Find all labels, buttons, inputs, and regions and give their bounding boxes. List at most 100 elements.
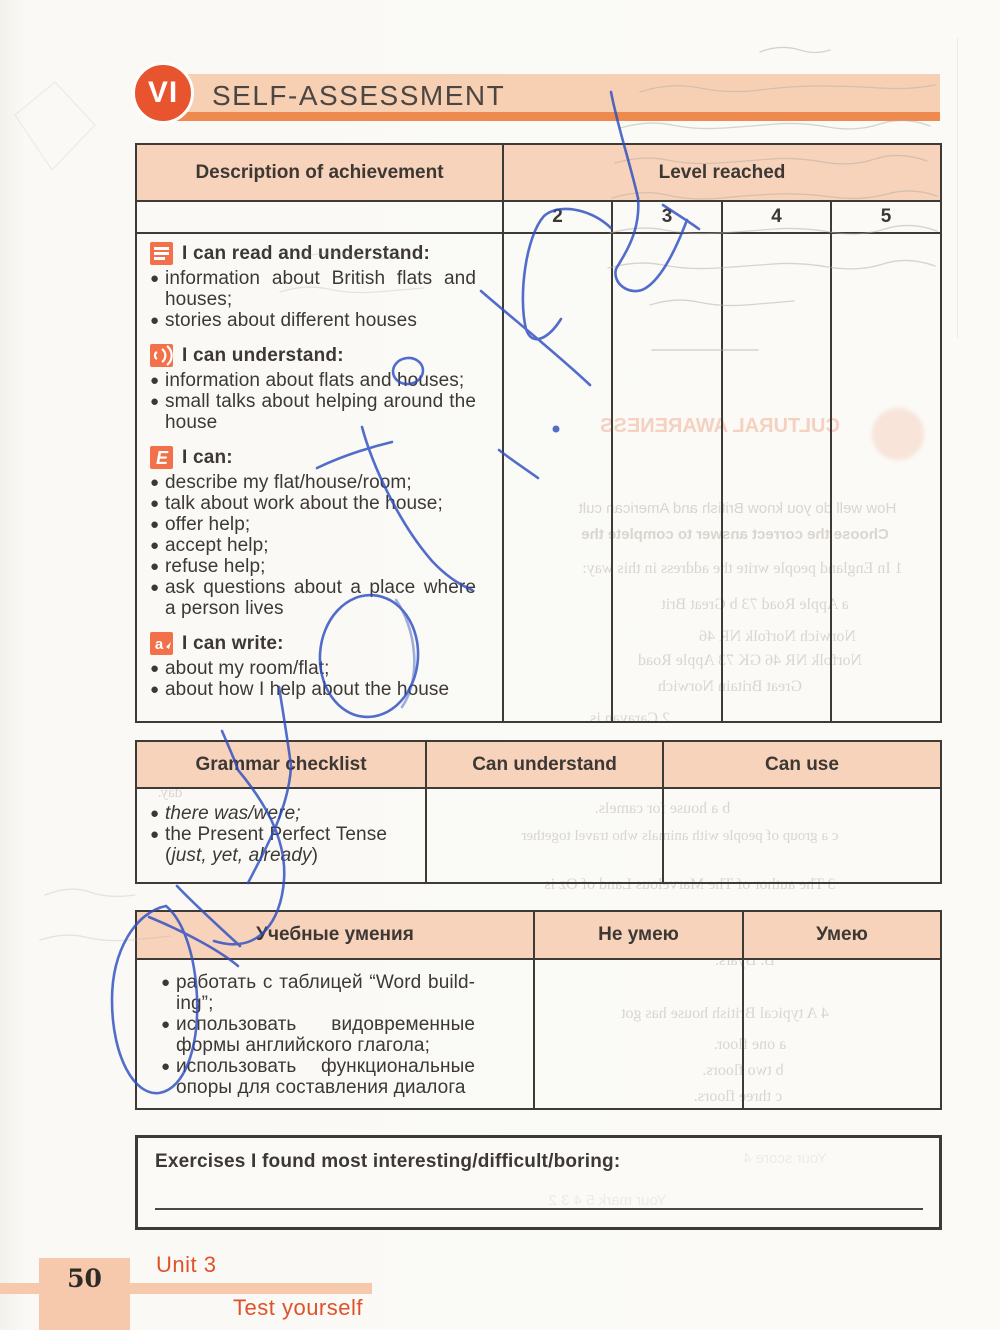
grammar-item: ● the Present Perfect Tense (just, yet, a… <box>150 824 387 866</box>
bullet-icon: ● <box>150 660 160 677</box>
can-do-header: Умею <box>742 910 942 960</box>
level-2-cell: 2 <box>502 200 613 234</box>
skill-section-heading: a I can write: <box>150 632 476 655</box>
study-skill-item-text: использовать функциональные опоры для со… <box>176 1056 475 1098</box>
can-do-blank-cell <box>742 958 942 1110</box>
can-use-blank-cell <box>662 787 942 884</box>
skill-section-heading: E I can: <box>150 446 476 469</box>
listen-icon <box>150 344 173 367</box>
bullet-icon: ● <box>150 537 160 554</box>
skill-item-text: about my room/flat; <box>165 658 330 679</box>
page-crease <box>957 38 958 338</box>
skill-section-heading: I can understand: <box>150 344 476 367</box>
skill-section: E I can: ● describe my flat/house/room; ● tal… <box>150 446 476 619</box>
level-4-blank-cell <box>721 232 832 723</box>
skill-item: ● accept help; <box>150 535 476 556</box>
skill-item-text: accept help; <box>165 535 269 556</box>
grammar-checklist-table: Grammar checklist Can understand Can use… <box>135 740 942 884</box>
write-icon: a <box>150 632 173 655</box>
skill-section: I can understand: ● information about flat… <box>150 344 476 433</box>
bullet-icon: ● <box>150 826 160 843</box>
test-yourself-label: Test yourself <box>233 1295 363 1320</box>
skill-item-text: offer help; <box>165 514 251 535</box>
study-skills-items-cell: ● работать с таблицей “Word build­ing”; ● и… <box>135 958 535 1110</box>
level-reached-header-cell: Level reached <box>502 143 942 202</box>
svg-text:E: E <box>156 448 169 468</box>
study-skill-item: ● работать с таблицей “Word build­ing”; <box>161 972 475 1014</box>
study-skill-item-text: работать с таблицей “Word build­ing”; <box>176 972 475 1014</box>
unit-label: Unit 3 <box>156 1252 217 1277</box>
cannot-do-header: Не умею <box>533 910 744 960</box>
speak-icon: E <box>150 446 173 469</box>
skill-item: ● refuse help; <box>150 556 476 577</box>
level-5-cell: 5 <box>830 200 942 234</box>
skill-section-title: I can read and understand: <box>182 242 431 264</box>
skill-item: ● offer help; <box>150 514 476 535</box>
bullet-icon: ● <box>150 270 160 287</box>
section-number-badge: VI <box>132 62 194 124</box>
skill-item-text: describe my flat/house/room; <box>165 472 412 493</box>
grammar-checklist-header: Grammar checklist <box>135 740 427 789</box>
study-skill-item: ● использовать функциональные опоры для с… <box>161 1056 475 1098</box>
bullet-icon: ● <box>150 495 160 512</box>
study-skill-item-text: использовать видовременные формы английс… <box>176 1014 475 1056</box>
grammar-item-text: there was/were; <box>165 803 301 824</box>
skill-item: ● small talks about helping around the ho… <box>150 391 476 433</box>
exercises-box: Exercises I found most interesting/diffi… <box>135 1135 942 1230</box>
can-use-header: Can use <box>662 740 942 789</box>
can-understand-header: Can understand <box>425 740 664 789</box>
exercises-answer-line <box>155 1208 923 1210</box>
exercises-label: Exercises I found most interesting/diffi… <box>155 1151 621 1172</box>
skill-item-text: talk about work about the house; <box>165 493 443 514</box>
bullet-icon: ● <box>150 516 160 533</box>
page-number: 50 <box>67 1264 102 1293</box>
skill-item: ● about my room/flat; <box>150 658 476 679</box>
study-skills-table: Учебные умения Не умею Умею ● работать с … <box>135 910 942 1110</box>
skill-section: a I can write: ● about my room/flat; ● about … <box>150 632 476 700</box>
cannot-do-blank-cell <box>533 958 744 1110</box>
skill-section: I can read and understand: ● information a… <box>150 242 476 331</box>
skill-item: ● about how I help about the house <box>150 679 476 700</box>
grammar-items-cell: ● there was/were; ● the Present Perfect Ten… <box>135 787 427 884</box>
bullet-icon: ● <box>161 1058 171 1075</box>
header-banner <box>152 74 940 112</box>
can-understand-blank-cell <box>425 787 664 884</box>
level-3-cell: 3 <box>611 200 723 234</box>
bullet-icon: ● <box>150 312 160 329</box>
skill-item-text: small talks about helping around the hou… <box>165 391 476 433</box>
bullet-icon: ● <box>161 974 171 991</box>
skill-item-text: information about British flats and hous… <box>165 268 476 310</box>
page-number-block <box>39 1258 130 1330</box>
skill-item-text: ask questions about a place where a pers… <box>165 577 476 619</box>
achievement-descriptions-cell: I can read and understand: ● information a… <box>135 232 504 723</box>
read-icon <box>150 242 173 265</box>
skill-section-heading: I can read and understand: <box>150 242 476 265</box>
study-skills-header: Учебные умения <box>135 910 535 960</box>
skill-item: ● describe my flat/house/room; <box>150 472 476 493</box>
skill-section-title: I can write: <box>182 632 284 654</box>
skill-section-title: I can: <box>182 446 233 468</box>
level-4-cell: 4 <box>721 200 832 234</box>
skill-item-text: information about flats and houses; <box>165 370 465 391</box>
bullet-icon: ● <box>161 1016 171 1033</box>
level-3-blank-cell <box>611 232 723 723</box>
description-spacer-cell <box>135 200 504 234</box>
grammar-item-text: the Present Perfect Tense (just, yet, al… <box>165 824 387 866</box>
skill-section-title: I can understand: <box>182 344 344 366</box>
bullet-icon: ● <box>150 558 160 575</box>
self-assessment-table: Description of achievement Level reached… <box>135 143 942 723</box>
skill-item-text: stories about different houses <box>165 310 417 331</box>
study-skill-item: ● использовать видовременные формы англий… <box>161 1014 475 1056</box>
level-5-blank-cell <box>830 232 942 723</box>
bullet-icon: ● <box>150 474 160 491</box>
skill-item: ● talk about work about the house; <box>150 493 476 514</box>
bullet-icon: ● <box>150 805 160 822</box>
grammar-item: ● there was/were; <box>150 803 387 824</box>
bullet-icon: ● <box>150 681 160 698</box>
header-stripe <box>152 112 940 121</box>
page-title: SELF-ASSESSMENT <box>212 80 506 111</box>
skill-item: ● information about British flats and hou… <box>150 268 476 310</box>
skill-item: ● ask questions about a place where a per… <box>150 577 476 619</box>
level-2-blank-cell <box>502 232 613 723</box>
